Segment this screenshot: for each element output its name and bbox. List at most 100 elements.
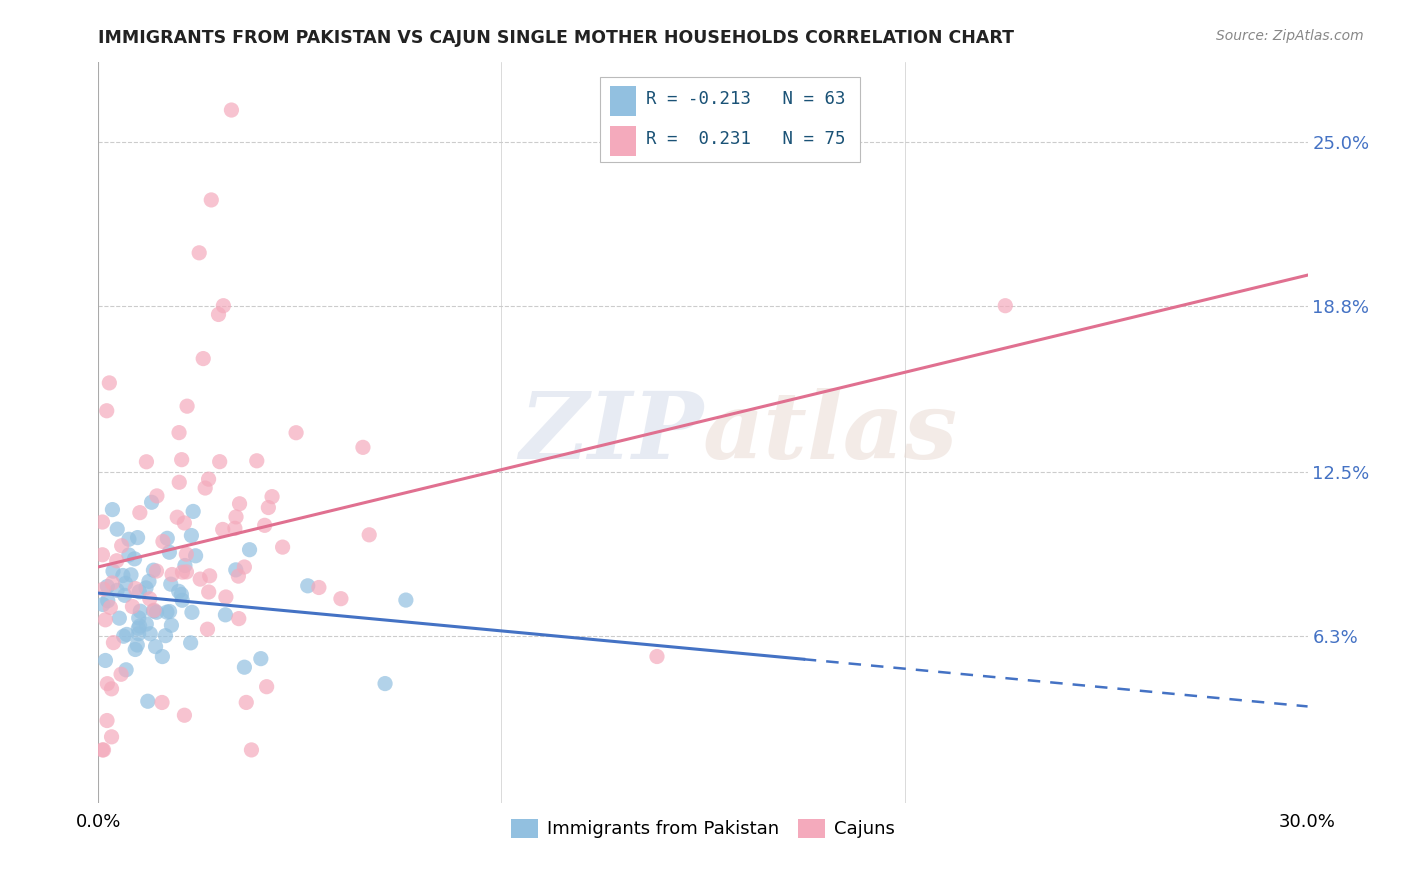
Point	[91, 743, 114, 757]
Point	[128, 626, 150, 640]
Point	[170, 452, 193, 467]
Point	[156, 532, 179, 546]
Point	[127, 621, 149, 635]
Point	[198, 569, 221, 583]
Point	[157, 545, 180, 559]
Legend: Immigrants from Pakistan, Cajuns: Immigrants from Pakistan, Cajuns	[505, 812, 901, 846]
Point	[308, 581, 330, 595]
Point	[145, 640, 167, 654]
Point	[135, 455, 157, 469]
Point	[142, 604, 165, 618]
Point	[374, 676, 396, 690]
Point	[139, 591, 162, 606]
Point	[285, 425, 308, 440]
Point	[111, 568, 134, 582]
Point	[160, 618, 183, 632]
Point	[228, 569, 250, 583]
Point	[181, 605, 204, 619]
Text: atlas: atlas	[703, 388, 959, 477]
Point	[159, 577, 181, 591]
Point	[96, 714, 118, 728]
Point	[197, 585, 219, 599]
Point	[208, 455, 231, 469]
Point	[215, 590, 238, 604]
Point	[101, 502, 124, 516]
Point	[105, 522, 128, 536]
Point	[100, 730, 122, 744]
Point	[127, 638, 149, 652]
Point	[115, 627, 138, 641]
Point	[129, 604, 152, 618]
Point	[93, 743, 115, 757]
Point	[105, 554, 128, 568]
Point	[225, 563, 247, 577]
Point	[352, 441, 374, 455]
Point	[103, 635, 125, 649]
Point	[152, 534, 174, 549]
Point	[174, 558, 197, 573]
Point	[167, 475, 190, 490]
Point	[96, 403, 118, 417]
Point	[128, 619, 150, 633]
Point	[135, 581, 157, 595]
Point	[135, 617, 157, 632]
Point	[100, 681, 122, 696]
Text: R = -0.213   N = 63: R = -0.213 N = 63	[647, 90, 845, 109]
Point	[228, 497, 250, 511]
Point	[156, 605, 179, 619]
Point	[128, 611, 150, 625]
Point	[150, 696, 173, 710]
Point	[105, 583, 128, 598]
Point	[173, 516, 195, 530]
Point	[359, 528, 381, 542]
Point	[110, 667, 132, 681]
Point	[155, 629, 177, 643]
Point	[176, 547, 198, 561]
Point	[150, 649, 173, 664]
Point	[214, 607, 236, 622]
FancyBboxPatch shape	[610, 126, 637, 155]
Point	[124, 552, 146, 566]
Point	[645, 649, 668, 664]
Point	[160, 567, 183, 582]
Point	[145, 605, 167, 619]
Point	[91, 548, 114, 562]
Point	[256, 680, 278, 694]
Point	[170, 587, 193, 601]
Point	[143, 603, 166, 617]
Point	[96, 676, 118, 690]
Point	[221, 103, 243, 117]
Point	[108, 611, 131, 625]
Point	[142, 563, 165, 577]
Point	[200, 193, 222, 207]
Point	[994, 299, 1017, 313]
Text: R =  0.231   N = 75: R = 0.231 N = 75	[647, 130, 845, 148]
Point	[120, 567, 142, 582]
Point	[197, 622, 219, 636]
Point	[97, 593, 120, 607]
Point	[180, 636, 202, 650]
Point	[188, 572, 211, 586]
Point	[124, 642, 146, 657]
Point	[166, 510, 188, 524]
FancyBboxPatch shape	[610, 86, 637, 116]
Point	[124, 582, 146, 596]
Point	[121, 599, 143, 614]
Point	[167, 584, 190, 599]
Point	[238, 542, 260, 557]
Point	[395, 593, 418, 607]
Point	[240, 743, 263, 757]
Point	[136, 694, 159, 708]
Point	[118, 533, 141, 547]
Point	[246, 454, 269, 468]
Point	[181, 504, 204, 518]
Point	[180, 528, 202, 542]
Point	[172, 593, 194, 607]
Point	[173, 708, 195, 723]
Point	[184, 549, 207, 563]
Point	[146, 489, 169, 503]
Point	[138, 574, 160, 589]
Point	[145, 564, 167, 578]
Point	[159, 605, 181, 619]
Point	[118, 548, 141, 562]
